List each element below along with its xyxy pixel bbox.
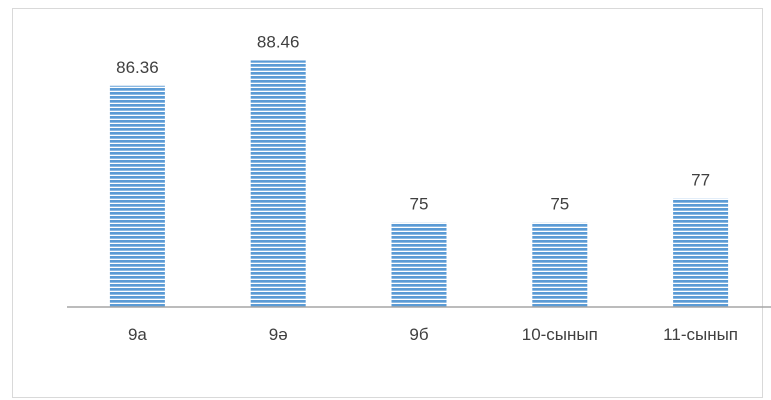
category-label-5: 11-сынып — [663, 325, 738, 344]
bar-2 — [250, 60, 306, 307]
category-label-2: 9ә — [269, 325, 288, 344]
category-label-3: 9б — [409, 325, 428, 344]
bar-4 — [532, 222, 588, 307]
category-label-4: 10-сынып — [522, 325, 598, 344]
bar-1 — [109, 85, 165, 308]
value-label-2: 88.46 — [257, 32, 300, 51]
value-labels-group: 86.36 88.46 75 75 77 — [116, 32, 710, 213]
value-label-1: 86.36 — [116, 58, 159, 77]
bars-group — [109, 60, 729, 308]
bar-3 — [391, 222, 447, 307]
value-label-5: 77 — [691, 171, 710, 190]
category-labels-group: 9а 9ә 9б 10-сынып 11-сынып — [128, 325, 738, 344]
value-label-3: 75 — [410, 195, 429, 214]
category-label-1: 9а — [128, 325, 147, 344]
value-label-4: 75 — [550, 195, 569, 214]
bar-5 — [673, 198, 729, 307]
